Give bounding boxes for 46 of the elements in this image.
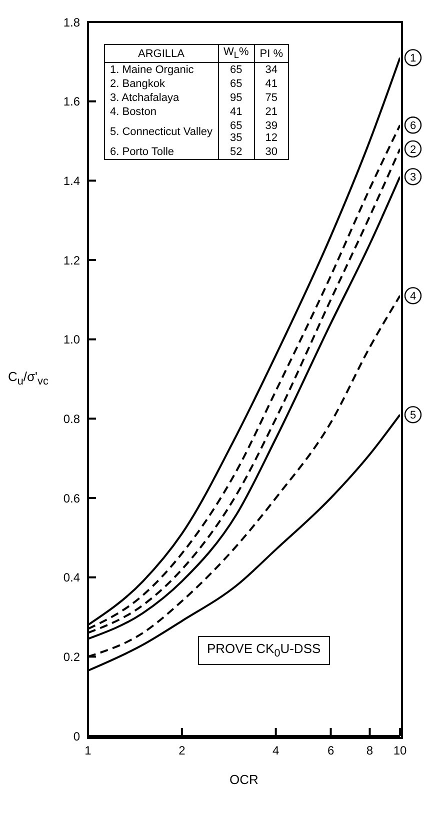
annotation: 4. Boston [109,105,158,120]
x-tick-label: 8 [366,744,374,758]
series-label: 3 [410,172,416,184]
annotation: 30 [254,145,289,160]
x-tick-label: 4 [272,744,280,758]
x-tick-label: 6 [327,744,334,758]
x-tick-label: 2 [178,744,186,758]
y-tick-label: 1.0 [63,332,80,347]
y-tick-label: 0.4 [63,570,80,585]
annotation: 2. Bangkok [109,77,166,92]
annotation: ARGILLA [137,46,186,62]
y-axis-title: C$_{u}$/σ'$_{vc}$ [8,369,48,388]
annotation: W$_{L}$% [218,44,254,63]
annotation: 21 [254,105,289,120]
y-tick-label: 1.4 [63,174,80,188]
y-tick-label: 0.8 [63,412,80,426]
series-label: 1 [410,52,416,65]
annotation: 6. Porto Tolle [109,145,176,160]
y-tick-label: 1.2 [63,253,80,268]
annotation: PI % [254,44,289,63]
series-label: 6 [410,120,416,132]
annotation: 95 [218,91,254,106]
y-tick-label: 1.8 [63,15,80,30]
series-label: 5 [410,410,416,422]
y-tick-label: 0.6 [63,491,80,506]
y-tick-label: 0 [73,729,80,744]
annotation: PROVE CK$_{0}$U-DSS [198,636,330,665]
series-label: 4 [410,290,416,303]
annotation: 65 [218,77,254,92]
annotation: 5. Connecticut Valley [109,125,214,140]
x-tick-label: 1 [84,744,92,758]
x-axis-title: OCR [230,772,258,787]
annotation: 75 [254,91,289,106]
annotation: 1. Maine Organic [109,63,195,78]
annotation: 34 [254,62,289,78]
annotation: 41 [218,105,254,120]
annotation: 3. Atchafalaya [109,91,180,106]
y-tick-label: 0.2 [63,650,80,664]
x-tick-label: 10 [393,744,407,758]
y-tick-label: 1.6 [63,94,80,109]
annotation: 52 [218,145,254,160]
annotation: 41 [254,77,289,92]
annotation: 65 [218,62,254,78]
legend-label: 2 [410,144,416,156]
annotation: 39 12 [254,119,289,146]
annotation: 65 35 [218,119,254,146]
